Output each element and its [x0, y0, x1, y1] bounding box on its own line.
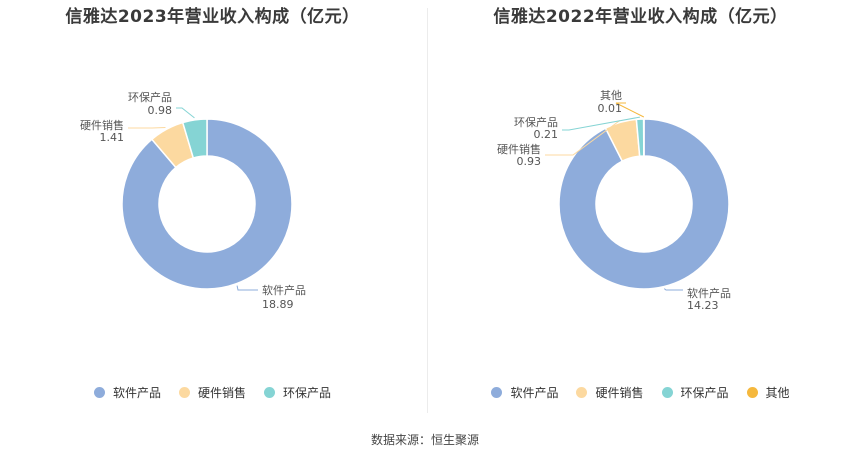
legend-item[interactable]: 软件产品	[491, 384, 558, 401]
legend-item[interactable]: 硬件销售	[576, 384, 644, 401]
legend-item[interactable]: 硬件销售	[178, 384, 246, 401]
leader-line	[545, 119, 621, 156]
slice-label-name: 软件产品	[262, 283, 306, 297]
legend-item[interactable]: 软件产品	[93, 384, 161, 401]
legend-item[interactable]: 环保产品	[264, 384, 331, 401]
leader-line	[663, 288, 683, 291]
chart-legend: 软件产品 硬件销售 环保产品	[0, 384, 425, 401]
legend-marker-icon	[264, 387, 275, 398]
legend-marker-icon	[178, 387, 190, 398]
legend-label: 软件产品	[112, 386, 161, 400]
slice-label-value: 1.41	[100, 131, 125, 144]
legend-label: 环保产品	[283, 386, 332, 400]
legend-marker-icon	[661, 387, 673, 398]
panel-divider	[427, 8, 428, 413]
legend-label: 软件产品	[510, 386, 559, 400]
slice-label-value: 0.93	[517, 155, 542, 168]
slice-label-value: 0.21	[534, 128, 559, 141]
chart-panel-2022: 信雅达2022年营业收入构成（亿元） 软件产品 14.23 硬件销售 0.93 环保产品…	[428, 0, 850, 420]
slice-label-name: 硬件销售	[497, 142, 541, 156]
legend-label: 其他	[765, 386, 790, 400]
pie-slice-0[interactable]	[121, 118, 293, 290]
legend-marker-icon	[93, 387, 105, 398]
slice-label-value: 0.98	[148, 104, 173, 117]
chart-panel-2023: 信雅达2023年营业收入构成（亿元） 软件产品 18.89 硬件销售 1.41 环保产品…	[0, 0, 425, 420]
slice-label-value: 18.89	[262, 298, 294, 311]
legend-label: 环保产品	[680, 386, 729, 400]
legend-item[interactable]: 其他	[746, 384, 790, 401]
leader-line	[236, 285, 258, 291]
legend-label: 硬件销售	[595, 386, 644, 400]
legend-item[interactable]: 环保产品	[661, 384, 729, 401]
legend-marker-icon	[576, 387, 588, 398]
chart-legend: 软件产品 硬件销售 环保产品 其他	[428, 384, 850, 401]
leader-line	[176, 107, 195, 119]
slice-label-name: 环保产品	[514, 115, 558, 129]
slice-label-name: 硬件销售	[80, 118, 124, 132]
leader-line	[562, 116, 641, 131]
slice-label-value: 0.01	[598, 102, 623, 115]
legend-marker-icon	[746, 387, 758, 398]
slice-label-name: 软件产品	[687, 286, 731, 300]
pie-slice-2[interactable]	[181, 118, 208, 159]
chart-title: 信雅达2023年营业收入构成（亿元）	[65, 7, 360, 27]
leader-line	[615, 102, 645, 118]
slice-label-name: 环保产品	[128, 90, 172, 104]
pie-slice-0[interactable]	[558, 118, 730, 290]
data-source-note: 数据来源：恒生聚源	[370, 433, 479, 447]
slice-label-value: 14.23	[687, 299, 719, 312]
legend-label: 硬件销售	[197, 386, 246, 400]
slice-label-name: 其他	[600, 89, 622, 102]
legend-marker-icon	[491, 387, 503, 398]
chart-title: 信雅达2022年营业收入构成（亿元）	[493, 7, 788, 27]
